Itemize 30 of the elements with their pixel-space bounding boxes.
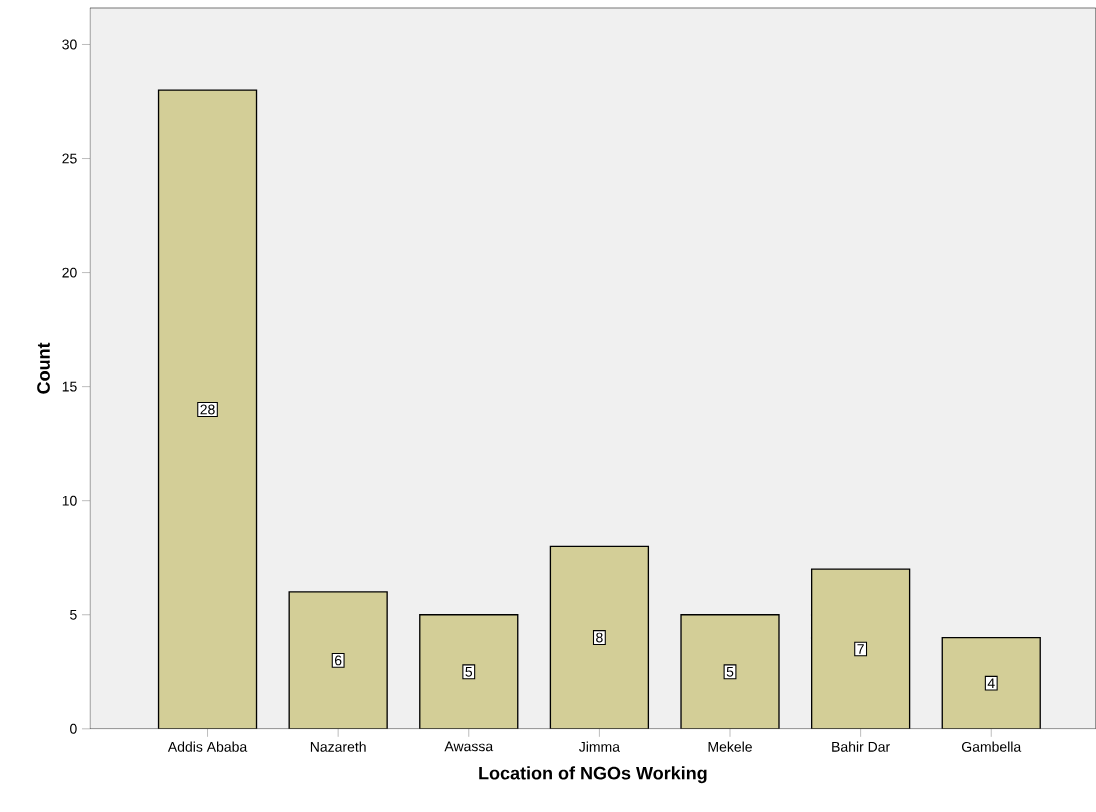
x-tick-label: Mekele <box>708 741 752 752</box>
bar <box>289 592 388 729</box>
y-tick-label: 20 <box>62 267 77 278</box>
bar <box>941 637 1041 729</box>
y-axis-title: Count <box>37 342 50 394</box>
data-label: 8 <box>596 632 603 643</box>
bar <box>811 569 910 729</box>
bar <box>550 546 649 729</box>
x-tick-label: Awassa <box>444 741 494 752</box>
data-label: 5 <box>726 667 734 677</box>
y-tick-label: 0 <box>70 723 77 734</box>
data-label: 28 <box>200 404 215 415</box>
x-tick-label: Bahir Dar <box>832 741 890 752</box>
y-tick-label: 30 <box>62 39 77 50</box>
y-tick-label: 25 <box>62 153 77 164</box>
x-tick-label: Addis Ababa <box>167 741 248 752</box>
y-tick-label: 10 <box>62 495 77 506</box>
data-label: 5 <box>465 667 473 677</box>
x-tick-label: Gambella <box>962 741 1022 752</box>
bar <box>681 614 779 729</box>
data-label: 4 <box>987 678 995 689</box>
y-tick-label: 15 <box>62 381 77 392</box>
data-label: 7 <box>857 644 864 654</box>
x-tick-label: Nazareth <box>310 741 366 752</box>
y-tick-label: 5 <box>70 609 77 620</box>
x-tick-label: Jimma <box>579 741 620 752</box>
data-label: 6 <box>334 655 342 666</box>
bar <box>419 614 518 729</box>
x-axis-title: Location of NGOs Working <box>479 766 707 784</box>
bar <box>158 90 257 729</box>
